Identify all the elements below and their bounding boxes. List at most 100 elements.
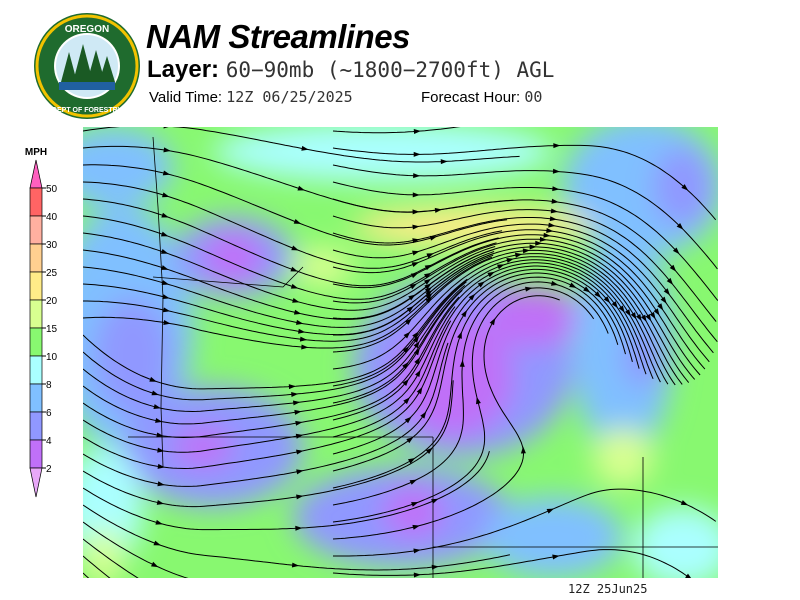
streamline-arrow (293, 219, 302, 224)
streamline-arrow (657, 303, 664, 311)
streamline-arrow (294, 409, 302, 415)
streamline-arrow (402, 362, 409, 369)
streamline-arrow (420, 411, 427, 419)
streamline-arrow (298, 328, 306, 334)
streamline-arrow (413, 548, 421, 554)
streamline-arrow (666, 277, 674, 285)
streamline-arrow (413, 341, 420, 349)
streamline-arrow (487, 271, 495, 278)
legend-band-10-15 (29, 327, 43, 357)
legend-tick-label: 8 (46, 380, 52, 391)
streamline (332, 164, 718, 270)
streamline-arrow (423, 278, 432, 285)
streamline-arrow (409, 283, 418, 290)
streamline-arrow (155, 418, 163, 423)
svg-text:DEPT OF FORESTRY: DEPT OF FORESTRY (52, 107, 122, 114)
streamline-arrow (157, 481, 165, 487)
page-title: NAM Streamlines (146, 18, 410, 55)
streamline-arrow (660, 296, 667, 304)
streamline-arrow (583, 286, 591, 293)
streamline-arrow (413, 129, 421, 135)
streamline-arrow (543, 232, 551, 238)
streamline (332, 198, 717, 322)
streamline-arrow (529, 244, 537, 250)
streamline-arrow (489, 317, 496, 326)
streamline-arrow (553, 143, 561, 149)
streamline-arrow (618, 305, 625, 313)
streamline-arrow (410, 272, 419, 279)
forecast-hour-value: 00 (524, 88, 543, 106)
streamline-arrow (296, 469, 304, 475)
streamline-arrow (611, 301, 618, 309)
streamline-arrow (550, 208, 558, 214)
streamline-arrow (153, 404, 161, 409)
streamline-arrow (522, 248, 530, 254)
streamline-arrow (405, 318, 412, 325)
streamline-arrow (412, 224, 420, 230)
streamline-arrow (291, 245, 299, 251)
streamline-arrow (404, 416, 412, 424)
streamline-arrow (552, 186, 560, 192)
layer-info: Layer: 60−90mb (~1800−2700ft) AGL (147, 56, 554, 84)
streamline-arrow (431, 498, 439, 504)
timestamp: 12Z 25Jun25 (568, 582, 648, 596)
streamline (83, 521, 189, 578)
streamline-arrow (546, 228, 554, 233)
streamline-arrow (425, 447, 433, 455)
streamline-arrow (295, 433, 304, 439)
valid-time: Valid Time: 12Z 06/25/2025 (149, 88, 353, 106)
streamline-arrow (162, 307, 171, 313)
streamline-arrow (153, 540, 161, 546)
legend-top-arrow (29, 159, 43, 189)
streamline-arrow (292, 297, 300, 303)
streamline-arrow (296, 494, 304, 500)
streamline-arrow (290, 266, 298, 272)
streamline-arrow (290, 283, 299, 289)
streamline-arrow (497, 264, 505, 270)
layer-label: Layer: (147, 56, 220, 83)
legend-tick-label: 6 (46, 408, 52, 419)
streamline-arrow (535, 240, 543, 246)
streamline-arrow (412, 250, 420, 256)
valid-time-value: 12Z 06/25/2025 (226, 88, 353, 106)
streamline-arrow (546, 508, 555, 514)
oregon-forestry-logo: OREGON DEPT OF FORESTRY (34, 13, 140, 119)
legend-tick-label: 20 (46, 296, 58, 307)
streamline-arrow (412, 331, 419, 339)
streamline-arrow (548, 222, 556, 228)
legend-tick-label: 25 (46, 268, 58, 279)
streamline-arrow (603, 296, 611, 304)
streamline-arrow (293, 309, 302, 315)
streamline-arrow (412, 192, 420, 198)
streamline-arrow (411, 502, 419, 507)
streamline-arrow (413, 348, 420, 356)
streamline-arrow (409, 479, 417, 485)
streamline-arrow (296, 449, 304, 455)
legend-band-25-30 (29, 243, 43, 273)
streamline (332, 127, 461, 134)
streamline (332, 181, 718, 301)
legend-band-2-4 (29, 439, 43, 469)
streamline (332, 549, 691, 578)
streamline-arrow (402, 379, 409, 386)
streamline-arrow (653, 308, 660, 316)
streamline-arrow (156, 499, 165, 505)
streamline-arrow (292, 400, 301, 406)
streamline (332, 144, 717, 221)
streamline-arrow (291, 562, 300, 568)
streamline-arrow (569, 282, 577, 288)
layer-value: 60−90mb (~1800−2700ft) AGL (225, 58, 555, 82)
streamline-arrow (594, 291, 602, 298)
streamline-arrow (406, 436, 414, 444)
legend-band-15-20 (29, 299, 43, 329)
streamline-arrow (672, 247, 680, 255)
streamline-arrow (408, 294, 416, 301)
streamline-arrow (301, 145, 309, 151)
streamline-arrow (157, 447, 165, 453)
streamline-arrow (685, 573, 692, 578)
streamline-arrow (163, 147, 171, 153)
legend-tick-label: 2 (46, 464, 52, 475)
svg-text:OREGON: OREGON (65, 24, 109, 35)
streamline-arrow (459, 359, 465, 367)
streamline-arrow (162, 294, 170, 300)
